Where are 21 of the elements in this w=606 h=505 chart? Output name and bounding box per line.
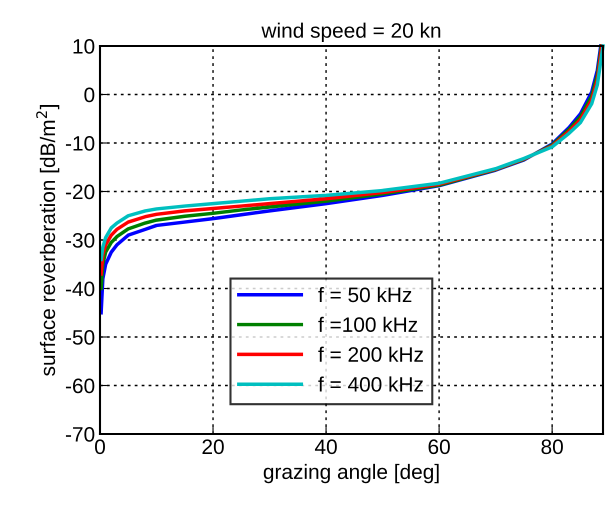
y-tick-label: -40	[66, 282, 94, 296]
legend-label: f = 400 kHz	[318, 376, 423, 392]
y-tick-label: -30	[66, 233, 94, 248]
y-tick-label: -70	[66, 427, 94, 442]
x-tick-label: 80	[541, 439, 563, 454]
x-tick-label: 40	[314, 439, 337, 454]
y-tick-label: 0	[84, 88, 94, 102]
chart-title: wind speed = 20 kn	[261, 22, 440, 42]
legend-label: f = 200 kHz	[318, 346, 423, 362]
legend-label: f =100 kHz	[318, 316, 418, 332]
y-tick-label: -20	[66, 184, 94, 200]
y-tick-label: -60	[66, 378, 94, 394]
x-tick-label: 60	[428, 439, 450, 454]
x-tick-label: 0	[95, 439, 105, 454]
x-axis-title: grazing angle [deg]	[264, 464, 439, 484]
legend-label: f = 50 kHz	[318, 286, 412, 302]
y-tick-label: -10	[66, 136, 94, 151]
y-tick-label: 10	[74, 39, 94, 54]
y-tick-label: -50	[66, 330, 94, 345]
y-axis-title: surface reverberation [dB/m$^{2}$]	[36, 105, 60, 376]
x-tick-label: 20	[202, 439, 224, 454]
